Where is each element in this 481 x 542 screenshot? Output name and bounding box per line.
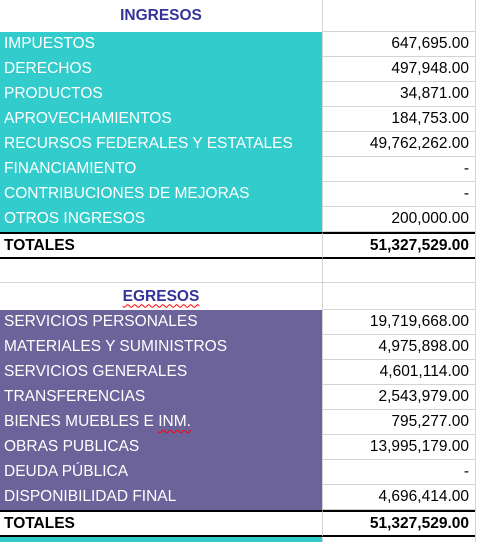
ingresos-row[interactable]: APROVECHAMIENTOS 184,753.00 <box>0 107 481 132</box>
egresos-row[interactable]: DEUDA PÚBLICA - <box>0 460 481 485</box>
ingresos-header-row[interactable]: INGRESOS <box>0 0 481 32</box>
column-c-cell[interactable] <box>475 510 481 537</box>
ingresos-value[interactable]: 34,871.00 <box>322 82 475 107</box>
egresos-row[interactable]: DISPONIBILIDAD FINAL 4,696,414.00 <box>0 485 481 510</box>
ingresos-label[interactable]: OTROS INGRESOS <box>0 207 322 232</box>
column-c-cell[interactable] <box>475 310 481 335</box>
egresos-row[interactable]: SERVICIOS GENERALES 4,601,114.00 <box>0 360 481 385</box>
ingresos-row[interactable]: DERECHOS 497,948.00 <box>0 57 481 82</box>
egresos-label[interactable]: BIENES MUEBLES E INM. <box>0 410 322 435</box>
egresos-label[interactable]: DEUDA PÚBLICA <box>0 460 322 485</box>
next-row-value-cell[interactable] <box>322 537 475 542</box>
ingresos-value[interactable]: 497,948.00 <box>322 57 475 82</box>
ingresos-value[interactable]: 200,000.00 <box>322 207 475 232</box>
ingresos-label[interactable]: FINANCIAMIENTO <box>0 157 322 182</box>
egresos-label[interactable]: SERVICIOS GENERALES <box>0 360 322 385</box>
egresos-label[interactable]: OBRAS PUBLICAS <box>0 435 322 460</box>
column-c-cell[interactable] <box>475 107 481 132</box>
blank-cell[interactable] <box>322 259 475 283</box>
ingresos-value[interactable]: 647,695.00 <box>322 32 475 57</box>
egresos-label[interactable]: TRANSFERENCIAS <box>0 385 322 410</box>
ingresos-row[interactable]: FINANCIAMIENTO - <box>0 157 481 182</box>
column-c-cell[interactable] <box>475 460 481 485</box>
egresos-value[interactable]: 4,975,898.00 <box>322 335 475 360</box>
egresos-value[interactable]: 795,277.00 <box>322 410 475 435</box>
ingresos-label[interactable]: DERECHOS <box>0 57 322 82</box>
egresos-row[interactable]: SERVICIOS PERSONALES 19,719,668.00 <box>0 310 481 335</box>
egresos-value[interactable]: 2,543,979.00 <box>322 385 475 410</box>
ingresos-label[interactable]: PRODUCTOS <box>0 82 322 107</box>
egresos-value[interactable]: - <box>322 460 475 485</box>
column-c-cell[interactable] <box>475 259 481 283</box>
egresos-value[interactable]: 19,719,668.00 <box>322 310 475 335</box>
egresos-row[interactable]: MATERIALES Y SUMINISTROS 4,975,898.00 <box>0 335 481 360</box>
egresos-header-row[interactable]: EGRESOS <box>0 283 481 310</box>
ingresos-label[interactable]: IMPUESTOS <box>0 32 322 57</box>
egresos-total-label[interactable]: TOTALES <box>0 510 322 537</box>
spellcheck-flagged-word: INM. <box>158 413 191 430</box>
column-c-cell[interactable] <box>475 537 481 542</box>
ingresos-row[interactable]: PRODUCTOS 34,871.00 <box>0 82 481 107</box>
column-c-cell[interactable] <box>475 57 481 82</box>
column-c-cell[interactable] <box>475 157 481 182</box>
egresos-label[interactable]: MATERIALES Y SUMINISTROS <box>0 335 322 360</box>
column-c-cell[interactable] <box>475 485 481 510</box>
column-c-cell[interactable] <box>475 283 481 310</box>
blank-row[interactable] <box>0 259 481 283</box>
egresos-row[interactable]: OBRAS PUBLICAS 13,995,179.00 <box>0 435 481 460</box>
ingresos-value[interactable]: - <box>322 157 475 182</box>
column-c-cell[interactable] <box>475 435 481 460</box>
egresos-label-main: BIENES MUEBLES E <box>4 413 159 430</box>
ingresos-row[interactable]: IMPUESTOS 647,695.00 <box>0 32 481 57</box>
egresos-header-value-cell[interactable] <box>322 283 475 310</box>
egresos-total-value[interactable]: 51,327,529.00 <box>322 510 475 537</box>
ingresos-row[interactable]: CONTRIBUCIONES DE MEJORAS - <box>0 182 481 207</box>
column-c-cell[interactable] <box>475 207 481 232</box>
column-c-cell[interactable] <box>475 360 481 385</box>
column-c-cell[interactable] <box>475 410 481 435</box>
ingresos-header[interactable]: INGRESOS <box>120 7 202 24</box>
ingresos-header-value-cell[interactable] <box>322 0 475 32</box>
ingresos-total-label[interactable]: TOTALES <box>0 232 322 259</box>
column-c-cell[interactable] <box>475 385 481 410</box>
egresos-value[interactable]: 13,995,179.00 <box>322 435 475 460</box>
next-row-partial[interactable] <box>0 537 481 542</box>
ingresos-label[interactable]: RECURSOS FEDERALES Y ESTATALES <box>0 132 322 157</box>
column-c-cell[interactable] <box>475 335 481 360</box>
ingresos-label[interactable]: APROVECHAMIENTOS <box>0 107 322 132</box>
ingresos-total-value[interactable]: 51,327,529.00 <box>322 232 475 259</box>
blank-cell[interactable] <box>0 259 322 283</box>
column-c-cell[interactable] <box>475 0 481 32</box>
egresos-header-text: EGRESOS <box>122 287 200 305</box>
ingresos-value[interactable]: 49,762,262.00 <box>322 132 475 157</box>
ingresos-label[interactable]: CONTRIBUCIONES DE MEJORAS <box>0 182 322 207</box>
egresos-total-row[interactable]: TOTALES 51,327,529.00 <box>0 510 481 537</box>
ingresos-value[interactable]: 184,753.00 <box>322 107 475 132</box>
ingresos-total-row[interactable]: TOTALES 51,327,529.00 <box>0 232 481 259</box>
egresos-label[interactable]: DISPONIBILIDAD FINAL <box>0 485 322 510</box>
column-c-cell[interactable] <box>475 82 481 107</box>
egresos-header[interactable]: EGRESOS <box>0 283 322 310</box>
egresos-row[interactable]: BIENES MUEBLES E INM. 795,277.00 <box>0 410 481 435</box>
ingresos-row[interactable]: OTROS INGRESOS 200,000.00 <box>0 207 481 232</box>
ingresos-value[interactable]: - <box>322 182 475 207</box>
egresos-label[interactable]: SERVICIOS PERSONALES <box>0 310 322 335</box>
egresos-value[interactable]: 4,696,414.00 <box>322 485 475 510</box>
next-row-cell[interactable] <box>0 537 322 542</box>
egresos-value[interactable]: 4,601,114.00 <box>322 360 475 385</box>
column-c-cell[interactable] <box>475 182 481 207</box>
column-c-cell[interactable] <box>475 232 481 259</box>
ingresos-row[interactable]: RECURSOS FEDERALES Y ESTATALES 49,762,26… <box>0 132 481 157</box>
column-c-cell[interactable] <box>475 132 481 157</box>
egresos-row[interactable]: TRANSFERENCIAS 2,543,979.00 <box>0 385 481 410</box>
column-c-cell[interactable] <box>475 32 481 57</box>
